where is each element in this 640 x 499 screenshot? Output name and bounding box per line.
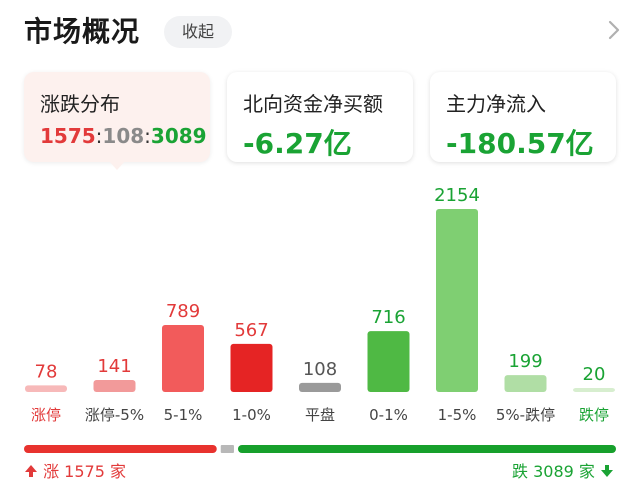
bar-2 [162, 324, 204, 392]
bar-7 [504, 375, 547, 392]
card-value: -180.57亿 [446, 127, 594, 160]
down-count: 3089 [150, 124, 207, 148]
category-label: 5-1% [164, 406, 203, 424]
category-label: 5%-跌停 [496, 406, 555, 424]
bar-value-label: 716 [371, 307, 405, 328]
card-main-net-inflow[interactable]: 主力净流入 -180.57亿 [430, 72, 616, 162]
category-label: 平盘 [305, 406, 335, 424]
ratio-bar-flat [220, 445, 234, 453]
bar-value-label: 567 [234, 320, 268, 341]
rise-fall-ratio-bar [24, 445, 616, 453]
bar-value-label: 789 [166, 301, 200, 322]
page-title: 市场概况 [24, 15, 141, 48]
bar-8 [573, 388, 615, 392]
active-card-pointer [108, 160, 126, 170]
up-total: 涨 1575 家 [24, 458, 126, 482]
down-total-label: 跌 3089 家 [512, 462, 595, 481]
card-rise-fall-distribution[interactable]: 涨跌分布 1575:108:3089 [24, 72, 210, 162]
bar-value-label: 108 [303, 359, 337, 380]
category-label: 跌停 [579, 406, 609, 424]
card-value: -6.27亿 [243, 127, 352, 160]
down-total: 跌 3089 家 [512, 458, 614, 482]
card-northbound-net-buy[interactable]: 北向资金净买额 -6.27亿 [227, 72, 413, 162]
bar-5 [367, 331, 410, 392]
rise-fall-ratio: 1575:108:3089 [40, 124, 207, 148]
bar-value-label: 2154 [434, 185, 480, 206]
chevron-right-icon[interactable] [604, 18, 624, 42]
ratio-bar-down [237, 445, 616, 453]
bar-3 [230, 343, 273, 392]
bar-value-label: 199 [508, 351, 542, 372]
flat-count: 108 [102, 124, 145, 148]
up-total-label: 涨 1575 家 [43, 462, 126, 481]
up-count: 1575 [40, 124, 96, 148]
card-label: 涨跌分布 [40, 92, 120, 116]
card-label: 主力净流入 [446, 92, 546, 116]
bar-0 [25, 385, 67, 392]
bar-value-label: 20 [583, 364, 606, 385]
ratio-bar-up [24, 445, 217, 453]
bar-4 [299, 382, 341, 392]
category-label: 0-1% [369, 406, 408, 424]
distribution-bar-chart: 78 涨停 141 涨停-5% 789 5-1% 567 1-0% 108 平盘 716 0-1% 21… [25, 185, 615, 424]
arrow-down-icon [601, 465, 613, 477]
arrow-up-icon [25, 465, 37, 477]
ratio-separator: : [95, 124, 103, 148]
bar-1 [93, 380, 136, 392]
collapse-button[interactable]: 收起 [164, 16, 232, 48]
bar-value-label: 141 [97, 356, 131, 377]
category-label: 1-0% [232, 406, 271, 424]
header: 市场概况 收起 [0, 0, 640, 62]
category-label: 1-5% [438, 406, 477, 424]
bar-6 [436, 209, 478, 392]
category-label: 涨停-5% [85, 406, 144, 424]
card-label: 北向资金净买额 [243, 92, 383, 116]
ratio-separator: : [144, 124, 151, 148]
bar-value-label: 78 [35, 361, 58, 382]
category-label: 涨停 [31, 406, 61, 424]
